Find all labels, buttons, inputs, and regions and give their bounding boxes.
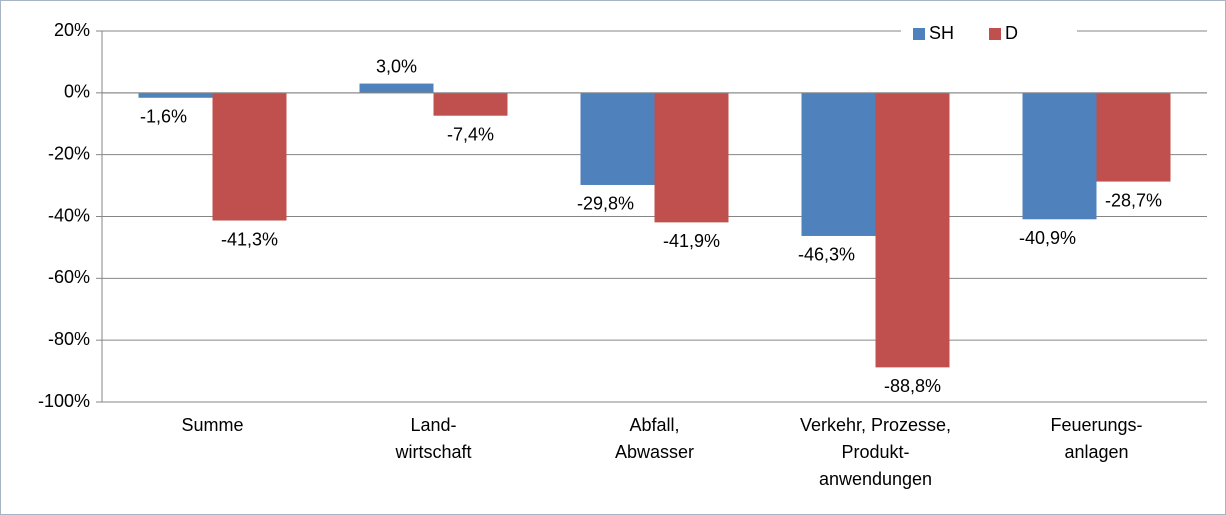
- y-tick-label: -60%: [48, 267, 90, 287]
- legend-swatch: [913, 28, 925, 40]
- bar: [138, 92, 213, 98]
- value-label: -40,9%: [1019, 228, 1076, 248]
- y-tick-label: -20%: [48, 143, 90, 163]
- legend-label: SH: [929, 23, 954, 43]
- value-label: 3,0%: [376, 56, 417, 76]
- legend-swatch: [989, 28, 1001, 40]
- legend-label: D: [1005, 23, 1018, 43]
- bar: [1022, 92, 1097, 220]
- x-tick-label: Land- wirtschaft: [395, 415, 472, 462]
- y-tick-label: -100%: [38, 391, 90, 411]
- value-label: -28,7%: [1105, 190, 1162, 210]
- value-label: -7,4%: [447, 124, 494, 144]
- value-label: -1,6%: [140, 107, 187, 127]
- value-label: -41,9%: [663, 231, 720, 251]
- value-label: -41,3%: [221, 229, 278, 249]
- bar: [654, 92, 729, 223]
- x-tick-label: Abfall, Abwasser: [614, 415, 695, 462]
- value-label: -29,8%: [577, 194, 634, 214]
- value-label: -88,8%: [884, 376, 941, 396]
- y-tick-label: 0%: [64, 82, 90, 102]
- bar: [359, 83, 434, 93]
- y-tick-label: 20%: [54, 20, 90, 40]
- bar: [580, 92, 655, 185]
- bar: [433, 92, 508, 116]
- bar: [1096, 92, 1171, 182]
- x-tick-label: Feuerungs- anlagen: [1050, 415, 1143, 462]
- y-tick-label: -40%: [48, 205, 90, 225]
- bar: [212, 92, 287, 221]
- y-tick-label: -80%: [48, 329, 90, 349]
- bar: [875, 92, 950, 368]
- value-label: -46,3%: [798, 245, 855, 265]
- x-tick-label: Summe: [181, 415, 244, 435]
- x-tick-label: Verkehr, Prozesse, Produkt- anwendungen: [799, 415, 952, 489]
- bar: [801, 92, 876, 236]
